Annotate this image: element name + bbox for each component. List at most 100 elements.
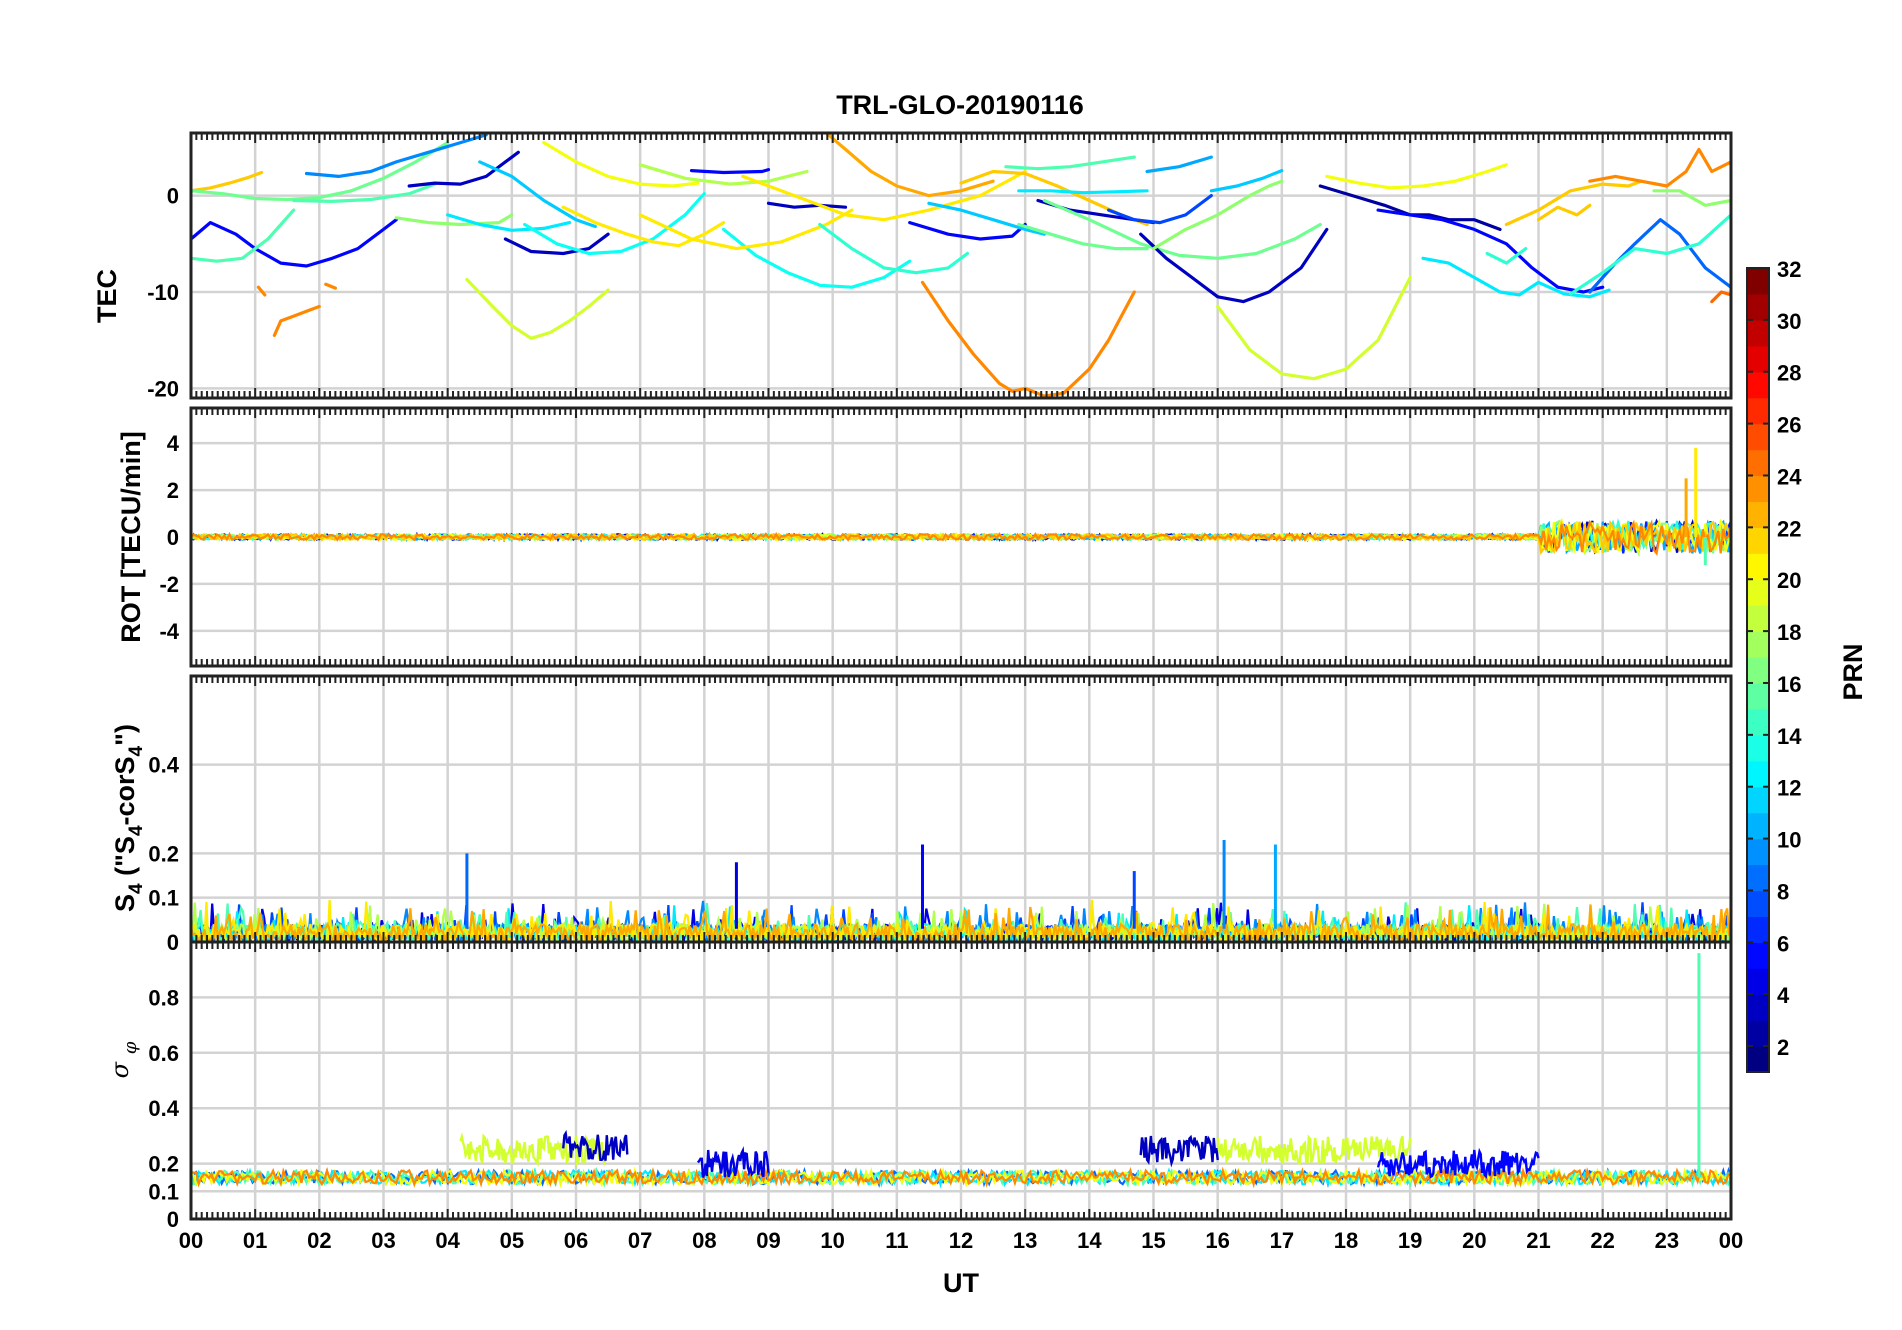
colorbar-tick-label: 28 xyxy=(1777,361,1801,386)
x-tick-label: 00 xyxy=(1719,1228,1743,1253)
x-tick-label: 09 xyxy=(756,1228,780,1253)
colorbar-segment xyxy=(1747,345,1769,373)
colorbar-segment xyxy=(1747,631,1769,658)
y-tick-label: 0.4 xyxy=(148,753,179,778)
y-tick-label: -2 xyxy=(159,572,179,597)
panel-tec: 0 -10 -20 xyxy=(147,131,1733,401)
colorbar-segment xyxy=(1747,579,1769,606)
ylabel-rot: ROT [TECU/min] xyxy=(116,431,146,642)
colorbar-segment xyxy=(1747,1046,1769,1073)
colorbar-tick-label: 16 xyxy=(1777,672,1801,697)
tec-series-prn-14 xyxy=(1568,213,1731,296)
svg-text:S4 ("S4-corS4"): S4 ("S4-corS4") xyxy=(110,724,147,912)
x-tick-label: 13 xyxy=(1013,1228,1037,1253)
colorbar-segment xyxy=(1747,942,1769,969)
x-tick-label: 14 xyxy=(1077,1228,1102,1253)
x-tick-label: 16 xyxy=(1205,1228,1229,1253)
colorbar-segment xyxy=(1747,812,1769,840)
tec-series-prn-22 xyxy=(1504,179,1643,227)
x-tick-label: 07 xyxy=(628,1228,652,1253)
colorbar-tick-label: 10 xyxy=(1777,828,1801,853)
ylabel-sigma-phi: σ φ xyxy=(106,1041,141,1078)
tec-series-prn-23 xyxy=(824,133,995,198)
colorbar-segment xyxy=(1747,708,1769,736)
tec-series-prn-3 xyxy=(766,201,848,209)
data-layer xyxy=(191,133,1731,398)
colorbar-segment xyxy=(1747,553,1769,580)
colorbar-segment xyxy=(1747,1020,1769,1047)
data-layer xyxy=(191,447,1731,566)
colorbar-segment xyxy=(1747,994,1769,1021)
data-layer xyxy=(191,953,1731,1189)
colorbar-segment xyxy=(1747,268,1769,295)
colorbar-segment xyxy=(1747,786,1769,814)
colorbar-segment xyxy=(1747,605,1769,632)
y-tick-label: 0.2 xyxy=(148,841,179,866)
x-tick-label: 11 xyxy=(885,1228,908,1253)
tec-series-prn-15 xyxy=(292,182,437,203)
tec-series-prn-24 xyxy=(324,282,337,290)
colorbar-segment xyxy=(1747,760,1769,788)
y-tick-label: 0.4 xyxy=(148,1096,179,1121)
colorbar-tick-label: 12 xyxy=(1777,776,1801,801)
tec-series-prn-3 xyxy=(1139,227,1329,304)
y-tick-label: 0.6 xyxy=(148,1041,179,1066)
tec-series-prn-9 xyxy=(304,133,488,178)
y-tick-label: 0 xyxy=(167,930,179,955)
panel-s4: 0.4 0.2 0.1 0 xyxy=(148,674,1733,955)
y-tick-label: 0 xyxy=(167,525,179,550)
tec-series-prn-14 xyxy=(1485,247,1528,265)
x-tick-label: 22 xyxy=(1590,1228,1614,1253)
chart-title: TRL-GLO-20190116 xyxy=(836,90,1084,120)
sigma-elevated-prn-4 xyxy=(696,1146,770,1178)
y-tick-label: -20 xyxy=(147,376,179,401)
tec-series-prn-21 xyxy=(561,205,726,248)
tec-series-prn-5 xyxy=(908,221,1027,241)
colorbar-tick-label: 18 xyxy=(1777,620,1801,645)
tec-series-prn-20 xyxy=(542,141,700,188)
tec-series-prn-21 xyxy=(638,208,854,251)
colorbar-segment xyxy=(1747,449,1769,477)
x-tick-label: 00 xyxy=(179,1228,203,1253)
tec-series-prn-7 xyxy=(1106,194,1213,225)
y-tick-label: 0 xyxy=(167,1207,179,1232)
colorbar-segment xyxy=(1747,501,1769,528)
tec-series-prn-22 xyxy=(191,170,264,193)
tec-series-prn-5 xyxy=(191,218,398,268)
x-tick-label: 06 xyxy=(564,1228,588,1253)
colorbar-segment xyxy=(1747,916,1769,943)
colorbar-tick-label: 20 xyxy=(1777,568,1801,593)
panel-sigma-phi: 0.8 0.6 0.4 0.20.1 0 xyxy=(148,940,1733,1232)
colorbar-segment xyxy=(1747,371,1769,399)
rot-series-prn-24 xyxy=(191,519,1731,556)
tec-series-prn-24 xyxy=(256,285,267,297)
colorbar-tick-label: 30 xyxy=(1777,309,1801,334)
colorbar-tick-label: 8 xyxy=(1777,879,1789,904)
tec-series-prn-15 xyxy=(1004,155,1136,171)
x-tick-label: 21 xyxy=(1526,1228,1550,1253)
tec-series-prn-17 xyxy=(1151,179,1284,251)
colorbar-tick-label: 32 xyxy=(1777,257,1801,282)
tec-series-prn-3 xyxy=(503,232,610,256)
tec-series-prn-20 xyxy=(1325,163,1509,190)
tec-series-prn-5 xyxy=(689,168,771,175)
tec-series-prn-19 xyxy=(465,277,610,340)
tec-series-prn-10 xyxy=(1145,155,1213,174)
x-tick-label: 20 xyxy=(1462,1228,1486,1253)
tec-series-prn-16 xyxy=(191,141,450,202)
tec-series-prn-25 xyxy=(1710,290,1731,304)
colorbar-segment xyxy=(1747,527,1769,554)
tec-series-prn-24 xyxy=(920,280,1136,398)
colorbar-label: PRN xyxy=(1838,643,1868,700)
tec-series-prn-11 xyxy=(927,201,1047,236)
colorbar-segment xyxy=(1747,734,1769,762)
sigma-elevated-prn-19 xyxy=(459,1132,609,1168)
ylabel-s4: S4 ("S4-corS4") xyxy=(110,724,147,912)
tec-series-prn-12 xyxy=(1017,189,1149,195)
tec-series-prn-24 xyxy=(272,304,321,337)
colorbar-segment xyxy=(1747,475,1769,503)
tec-series-prn-21 xyxy=(741,169,1027,222)
colorbar-segment xyxy=(1747,319,1769,347)
colorbar-tick-label: 22 xyxy=(1777,516,1801,541)
